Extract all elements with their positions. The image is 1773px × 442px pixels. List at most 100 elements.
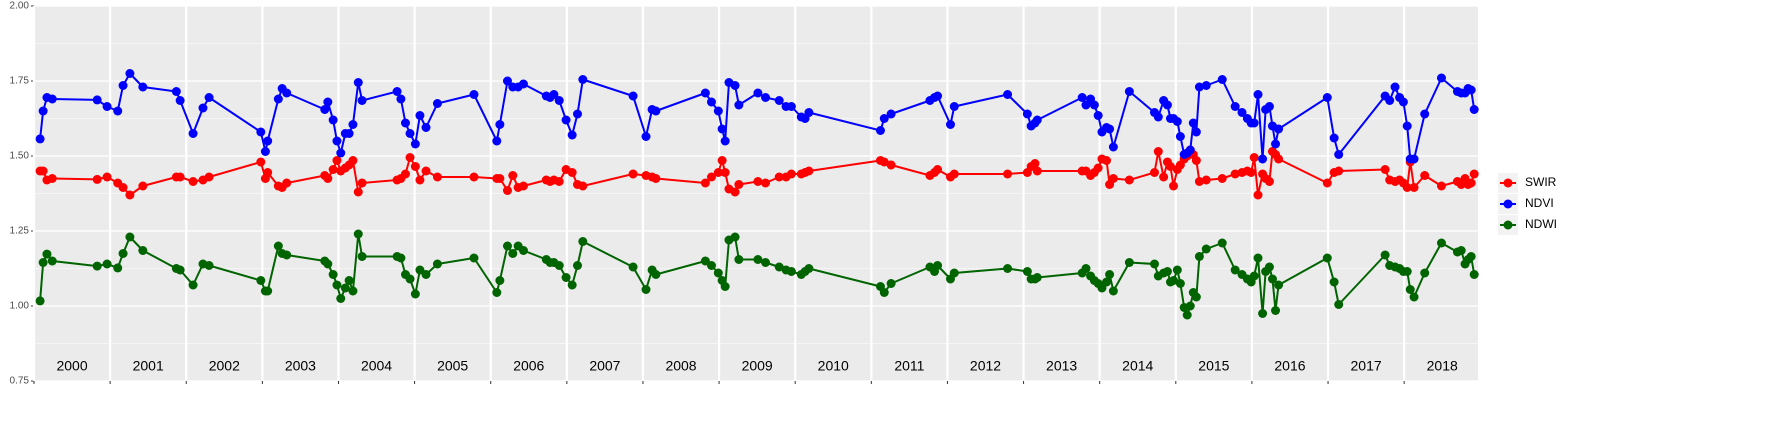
data-point <box>405 129 415 138</box>
data-point <box>628 169 638 179</box>
data-point <box>113 106 123 116</box>
data-point <box>102 172 112 182</box>
data-point <box>1102 277 1112 287</box>
data-point <box>38 166 48 176</box>
data-point <box>175 265 185 275</box>
data-point <box>1398 97 1408 107</box>
data-point <box>495 174 505 183</box>
data-point <box>949 102 959 111</box>
data-point <box>1267 274 1277 284</box>
data-point <box>945 120 955 129</box>
data-point <box>1124 87 1134 96</box>
data-point <box>1169 181 1179 191</box>
data-point <box>1334 166 1344 176</box>
data-point <box>118 249 128 258</box>
data-point <box>572 109 582 119</box>
data-point <box>1022 109 1032 119</box>
data-point <box>1124 175 1134 185</box>
data-point <box>1237 108 1247 117</box>
x-tick-label: 2002 <box>209 358 240 374</box>
data-point <box>1436 238 1446 248</box>
data-point <box>42 249 52 259</box>
data-point <box>1249 271 1259 281</box>
data-point <box>1253 253 1263 263</box>
data-point <box>410 139 420 149</box>
y-tick-label: 1.75 <box>10 76 30 87</box>
data-point <box>118 81 128 90</box>
data-point <box>344 129 354 138</box>
y-tick-label: 1.25 <box>10 226 30 237</box>
data-point <box>282 250 292 260</box>
x-tick-label: 2015 <box>1198 358 1229 374</box>
x-tick-label: 2013 <box>1046 358 1077 374</box>
data-point <box>35 134 45 144</box>
x-tick-label: 2003 <box>285 358 316 374</box>
data-point <box>561 115 571 125</box>
data-point <box>138 246 148 255</box>
data-point <box>469 90 479 99</box>
data-point <box>1217 174 1227 183</box>
data-point <box>92 174 102 184</box>
data-point <box>125 190 135 200</box>
data-point <box>1077 93 1087 102</box>
data-point <box>405 153 415 162</box>
data-point <box>323 259 333 269</box>
data-point <box>282 88 292 98</box>
x-tick-label: 2010 <box>818 358 849 374</box>
data-point <box>1149 259 1159 269</box>
data-point <box>1191 127 1201 137</box>
data-point <box>578 237 588 246</box>
data-point <box>1230 265 1240 275</box>
data-point <box>1153 112 1163 122</box>
data-point <box>933 91 943 101</box>
data-point <box>138 82 148 92</box>
data-point <box>1201 81 1211 90</box>
data-point <box>102 102 112 111</box>
data-point <box>495 120 505 129</box>
data-point <box>1175 279 1185 288</box>
data-point <box>1172 117 1182 126</box>
data-point <box>256 276 266 285</box>
data-point <box>1175 132 1185 141</box>
data-point <box>188 280 198 290</box>
data-point <box>1030 159 1040 168</box>
data-point <box>1162 100 1172 110</box>
data-point <box>1217 238 1227 248</box>
data-point <box>508 171 518 180</box>
data-point <box>1274 154 1284 164</box>
data-point <box>410 162 420 171</box>
data-point <box>1271 139 1281 149</box>
data-point <box>1469 270 1479 279</box>
data-point <box>1246 168 1256 177</box>
data-point <box>263 286 273 296</box>
data-point <box>1149 168 1159 177</box>
data-point <box>734 255 744 264</box>
data-point <box>1022 267 1032 276</box>
data-point <box>38 106 48 116</box>
data-point <box>469 172 479 182</box>
x-tick-label: 2006 <box>513 358 544 374</box>
data-point <box>713 268 723 278</box>
data-point <box>713 106 723 116</box>
data-point <box>1003 264 1013 273</box>
data-point <box>260 147 270 156</box>
data-point <box>1402 267 1412 276</box>
data-point <box>492 136 502 146</box>
data-point <box>353 187 363 197</box>
data-point <box>774 262 784 272</box>
data-point <box>118 183 128 192</box>
data-point <box>1105 270 1115 279</box>
data-point <box>1003 169 1013 179</box>
data-point <box>734 180 744 189</box>
x-tick-label: 2000 <box>56 358 87 374</box>
data-point <box>1420 268 1430 278</box>
data-point <box>38 258 48 267</box>
data-point <box>1185 301 1195 311</box>
data-point <box>1334 300 1344 309</box>
data-point <box>1334 150 1344 159</box>
data-point <box>323 174 333 183</box>
data-point <box>495 276 505 285</box>
data-point <box>1469 169 1479 179</box>
data-point <box>628 262 638 272</box>
data-point <box>1249 153 1259 162</box>
